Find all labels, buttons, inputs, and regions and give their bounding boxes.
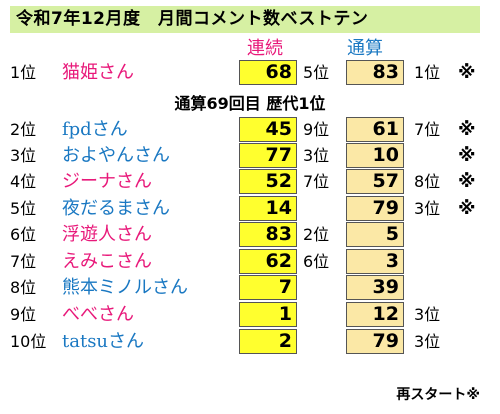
commenter-name: ジーナさん	[62, 171, 152, 192]
streak-count: 52	[239, 169, 297, 194]
commenter-name: えみこさん	[62, 251, 152, 272]
streak-count: 68	[239, 60, 297, 85]
rank-label: 8位	[10, 278, 37, 297]
commenter-name: 夜だるまさん	[62, 198, 170, 219]
streak-rank: 9位	[303, 120, 330, 139]
total-rank: 3位	[414, 305, 441, 324]
streak-rank: 3位	[303, 146, 330, 165]
table-row: 10位 tatsuさん 2 79 3位	[0, 329, 500, 354]
streak-count: 77	[239, 143, 297, 168]
rank-label: 6位	[10, 225, 37, 244]
table-row: 9位 べべさん 1 12 3位	[0, 302, 500, 327]
streak-rank: 7位	[303, 172, 330, 191]
commenter-name: 猫姫さん	[62, 62, 134, 83]
total-count: 83	[346, 60, 404, 85]
total-count: 79	[346, 196, 404, 221]
total-column-header: 通算	[347, 38, 383, 59]
streak-count: 45	[239, 117, 297, 142]
streak-count: 14	[239, 196, 297, 221]
streak-count: 7	[239, 275, 297, 300]
table-row: 8位 熊本ミノルさん 7 39	[0, 275, 500, 300]
streak-rank: 2位	[303, 225, 330, 244]
total-rank: 3位	[414, 332, 441, 351]
total-count: 61	[346, 117, 404, 142]
restart-mark: ※	[458, 62, 476, 83]
total-count: 12	[346, 302, 404, 327]
table-row: 5位 夜だるまさん 14 79 3位 ※	[0, 196, 500, 221]
rank-label: 10位	[10, 332, 47, 351]
record-banner: 通算69回目 歴代1位	[174, 94, 326, 113]
total-count: 10	[346, 143, 404, 168]
commenter-name: およやんさん	[62, 145, 170, 166]
total-rank: 1位	[414, 63, 441, 82]
streak-count: 1	[239, 302, 297, 327]
restart-mark: ※	[458, 198, 476, 219]
commenter-name: fpdさん	[62, 119, 128, 140]
commenter-name: 熊本ミノルさん	[62, 277, 188, 298]
rank-label: 3位	[10, 146, 37, 165]
streak-count: 83	[239, 222, 297, 247]
rank-label: 2位	[10, 120, 37, 139]
rank-label: 9位	[10, 305, 37, 324]
restart-mark: ※	[458, 119, 476, 140]
commenter-name: 浮遊人さん	[62, 224, 152, 245]
total-count: 57	[346, 169, 404, 194]
restart-mark: ※	[458, 145, 476, 166]
table-row: 6位 浮遊人さん 83 2位 5	[0, 222, 500, 247]
footer-note: 再スタート※	[396, 387, 480, 403]
commenter-name: tatsuさん	[62, 331, 145, 352]
table-row: 2位 fpdさん 45 9位 61 7位 ※	[0, 117, 500, 142]
rank-label: 1位	[10, 63, 37, 82]
streak-count: 2	[239, 329, 297, 354]
streak-count: 62	[239, 249, 297, 274]
rank-label: 7位	[10, 252, 37, 271]
table-row: 3位 およやんさん 77 3位 10 ※	[0, 143, 500, 168]
streak-rank: 5位	[303, 63, 330, 82]
total-count: 79	[346, 329, 404, 354]
total-rank: 7位	[414, 120, 441, 139]
table-row: 4位 ジーナさん 52 7位 57 8位 ※	[0, 169, 500, 194]
total-count: 5	[346, 222, 404, 247]
table-row: 7位 えみこさん 62 6位 3	[0, 249, 500, 274]
total-rank: 3位	[414, 199, 441, 218]
total-rank: 8位	[414, 172, 441, 191]
streak-column-header: 連続	[247, 38, 283, 59]
total-count: 3	[346, 249, 404, 274]
rank-label: 4位	[10, 172, 37, 191]
streak-rank: 6位	[303, 252, 330, 271]
total-count: 39	[346, 275, 404, 300]
restart-mark: ※	[458, 171, 476, 192]
rank-label: 5位	[10, 199, 37, 218]
page-title: 令和7年12月度 月間コメント数ベストテン	[10, 6, 480, 33]
table-row: 1位 猫姫さん 68 5位 83 1位 ※	[0, 60, 500, 85]
commenter-name: べべさん	[62, 304, 134, 325]
